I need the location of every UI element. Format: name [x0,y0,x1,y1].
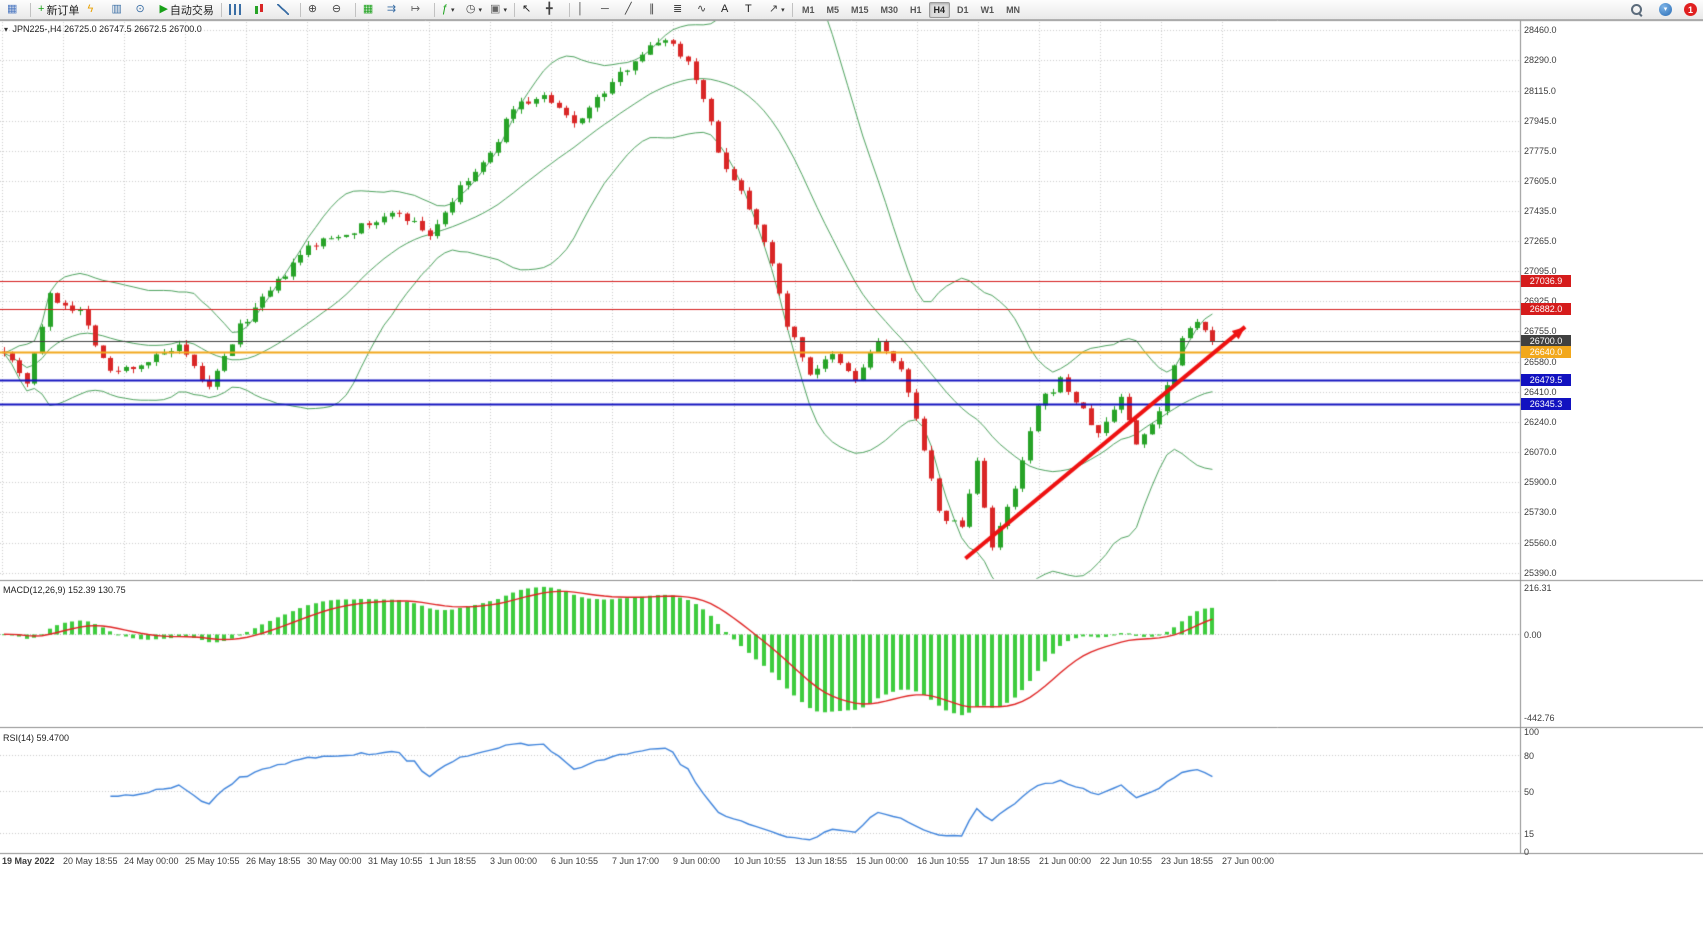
toolbar-separator [513,2,515,17]
toolbar-right-group: 1 [1626,0,1700,19]
chart-shift-icon: ↦ [410,3,421,15]
candlestick-chart-icon [253,4,265,15]
new-order-icon: + [38,3,45,15]
arrows-button[interactable]: ↗ ▾ [765,0,789,19]
timeframe-m30-button[interactable]: M30 [880,4,899,15]
new-order-button[interactable]: + 新订单 [34,0,83,19]
timeframe-w1-button[interactable]: W1 [980,4,995,15]
chart-shift-button[interactable]: ↦ [407,0,431,19]
notification-badge[interactable]: 1 [1684,3,1697,16]
timeframe-mn-button[interactable]: MN [1006,4,1021,15]
bar-chart-button[interactable] [225,0,249,19]
market-depth-button[interactable]: ▥ [107,0,131,19]
tile-windows-button[interactable]: ▦ [359,0,383,19]
bar-chart-icon [228,4,241,15]
templates-button[interactable]: ▣ ▾ [486,0,511,19]
new-order-label: 新订单 [46,4,80,17]
auto-trading-label: 自动交易 [169,4,214,17]
data-window-icon: ⊙ [135,3,145,15]
toolbar-separator [791,2,793,17]
cursor-button[interactable]: ↖ [518,0,542,19]
equidistant-channel-button[interactable]: ∥ [645,0,669,19]
periods-dropdown-icon[interactable]: ▾ [478,6,483,14]
crosshair-button[interactable]: ╋ [542,0,566,19]
templates-dropdown-icon[interactable]: ▾ [503,6,507,14]
arrows-icon: ↗ [768,3,779,15]
search-icon [1630,3,1643,16]
line-chart-icon [276,4,289,15]
timeframe-h1-button[interactable]: H1 [910,4,922,15]
toolbar-button-groups: ▦ + 新订单 ϟ ▥ ⊙ ▶ 自动交易 ⊕ ⊖ ▦ ⇉ ↦ ƒ ▾ ◷ ▾ ▣ ▾ ↖ ╋ │ ─ ╱ ∥ ≣ ∿ A T ↗ ▾ M1 M5… [3,0,1026,19]
indicators-icon: ƒ [441,3,449,15]
timeframe-h4-button[interactable]: H4 [928,1,951,18]
wave-button[interactable]: ∿ [693,0,717,19]
chart-window-button[interactable]: ▦ [3,0,27,19]
fibonacci-icon: ≣ [672,3,683,15]
indicators-button[interactable]: ƒ ▾ [438,0,462,19]
zoom-out-button[interactable]: ⊖ [328,0,352,19]
toolbar-separator [433,2,435,17]
tile-windows-icon: ▦ [362,3,374,15]
line-chart-button[interactable] [273,0,297,19]
community-button[interactable] [1655,0,1679,19]
text-label-icon: T [744,3,752,15]
toolbar-separator [354,2,356,17]
toolbar-separator [30,2,31,17]
toolbar-separator [568,2,570,17]
text-label-button[interactable]: T [741,0,765,19]
periods-button[interactable]: ◷ ▾ [462,0,486,19]
chart-window-icon: ▦ [7,3,18,15]
community-icon [1659,3,1672,16]
text-button[interactable]: A [717,0,741,19]
crosshair-icon: ╋ [545,3,553,15]
top-toolbar: ▦ + 新订单 ϟ ▥ ⊙ ▶ 自动交易 ⊕ ⊖ ▦ ⇉ ↦ ƒ ▾ ◷ ▾ ▣ ▾ ↖ ╋ │ ─ ╱ ∥ ≣ ∿ A T ↗ ▾ M1 M5… [0,0,1703,20]
timeframe-m5-button[interactable]: M5 [826,4,839,15]
periods-icon: ◷ [465,3,476,15]
market-depth-icon: ▥ [111,3,122,15]
vertical-line-button[interactable]: │ [573,0,597,19]
candlestick-chart-button[interactable] [249,0,273,19]
templates-icon: ▣ [490,3,501,15]
zoom-out-icon: ⊖ [331,3,342,15]
arrows-dropdown-icon[interactable]: ▾ [781,6,785,14]
fibonacci-button[interactable]: ≣ [669,0,693,19]
toolbar-separator [220,2,222,17]
zoom-in-icon: ⊕ [307,3,318,15]
hotkeys-icon: ϟ [87,3,94,15]
indicators-dropdown-icon[interactable]: ▾ [451,6,455,14]
text-icon: A [720,3,729,15]
auto-trading-icon: ▶ [159,3,168,15]
hotkeys-button[interactable]: ϟ [83,0,107,19]
trendline-icon: ╱ [624,3,632,15]
trendline-button[interactable]: ╱ [621,0,645,19]
timeframe-m15-button[interactable]: M15 [850,4,869,15]
auto-scroll-button[interactable]: ⇉ [383,0,407,19]
timeframe-m1-button[interactable]: M1 [801,4,815,15]
timeframe-d1-button[interactable]: D1 [957,4,969,15]
horizontal-line-button[interactable]: ─ [597,0,621,19]
toolbar-separator [299,2,301,17]
zoom-in-button[interactable]: ⊕ [304,0,328,19]
cursor-icon: ↖ [521,3,532,15]
search-button[interactable] [1626,0,1650,19]
auto-scroll-icon: ⇉ [386,3,397,15]
equidistant-channel-icon: ∥ [648,3,655,15]
data-window-button[interactable]: ⊙ [131,0,155,19]
auto-trading-button[interactable]: ▶ 自动交易 [155,0,217,19]
wave-icon: ∿ [696,3,707,15]
vertical-line-icon: │ [576,3,584,15]
horizontal-line-icon: ─ [600,3,609,15]
